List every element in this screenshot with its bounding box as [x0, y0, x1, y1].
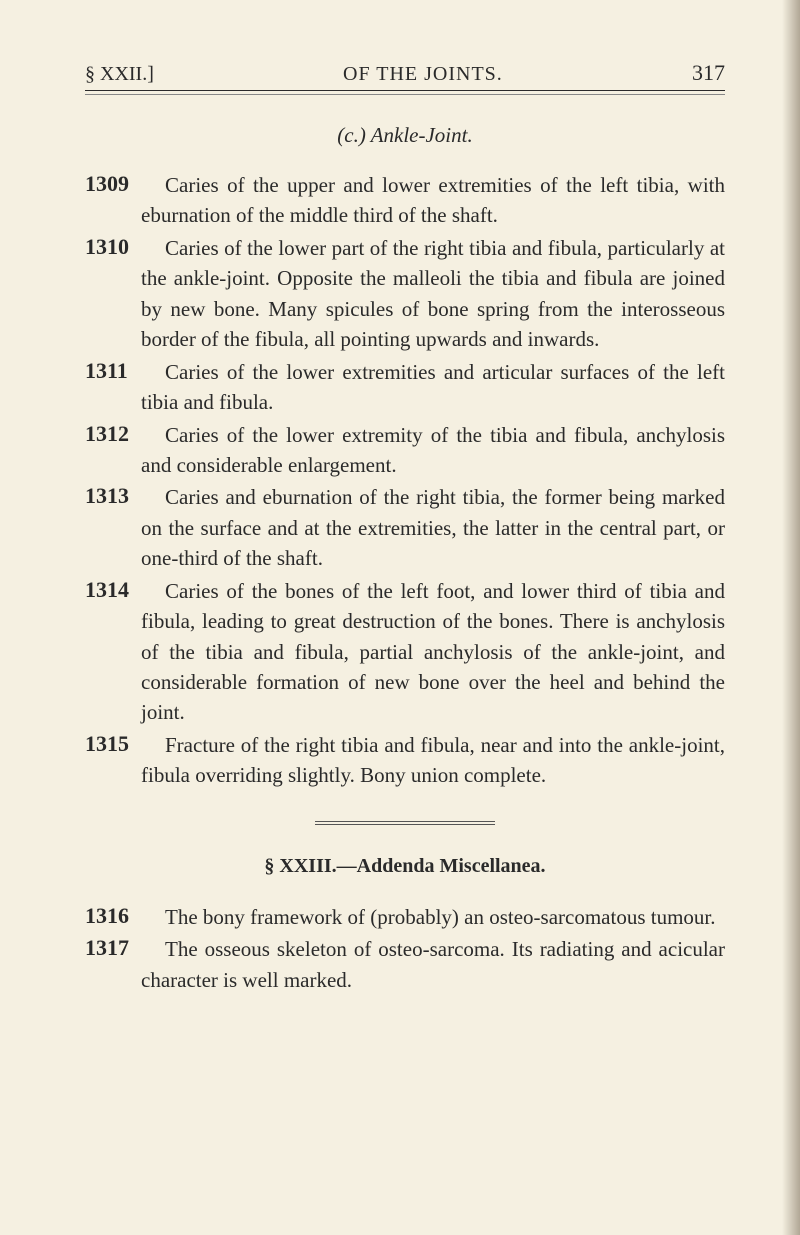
entry-text: The bony framework of (probably) an oste… [141, 902, 725, 932]
header-section-ref: § XXII.] [85, 63, 154, 86]
entry-number: 1315 [85, 730, 141, 757]
entry-text: Caries of the upper and lower extremitie… [141, 170, 725, 231]
catalog-entry: 1310 Caries of the lower part of the rig… [85, 233, 725, 355]
catalog-entry: 1311 Caries of the lower extremities and… [85, 357, 725, 418]
entry-text: Caries of the lower part of the right ti… [141, 233, 725, 355]
entry-text: Caries of the lower extremities and arti… [141, 357, 725, 418]
page-edge-shadow [782, 0, 800, 1235]
page-number: 317 [692, 60, 725, 86]
catalog-entry: 1315 Fracture of the right tibia and fib… [85, 730, 725, 791]
catalog-entry: 1316 The bony framework of (probably) an… [85, 902, 725, 932]
catalog-entry: 1309 Caries of the upper and lower extre… [85, 170, 725, 231]
catalog-entry: 1313 Caries and eburnation of the right … [85, 482, 725, 573]
entry-text: Fracture of the right tibia and fibula, … [141, 730, 725, 791]
subsection-title: (c.) Ankle-Joint. [85, 123, 725, 148]
section-divider [315, 821, 495, 825]
section-heading: § XXIII.—Addenda Miscellanea. [85, 855, 725, 878]
entry-number: 1314 [85, 576, 141, 603]
header-rule [85, 94, 725, 95]
entry-number: 1311 [85, 357, 141, 384]
entry-text: Caries of the lower extremity of the tib… [141, 420, 725, 481]
entry-text: Caries of the bones of the left foot, an… [141, 576, 725, 728]
catalog-entry: 1312 Caries of the lower extremity of th… [85, 420, 725, 481]
page-header: § XXII.] OF THE JOINTS. 317 [85, 60, 725, 91]
header-title: OF THE JOINTS. [343, 63, 503, 86]
catalog-entry: 1317 The osseous skeleton of osteo-sarco… [85, 934, 725, 995]
entry-text: The osseous skeleton of osteo-sarcoma. I… [141, 934, 725, 995]
document-page: § XXII.] OF THE JOINTS. 317 (c.) Ankle-J… [0, 0, 800, 1057]
entry-number: 1317 [85, 934, 141, 961]
entry-number: 1310 [85, 233, 141, 260]
entry-text: Caries and eburnation of the right tibia… [141, 482, 725, 573]
entry-number: 1312 [85, 420, 141, 447]
entry-number: 1316 [85, 902, 141, 929]
entry-number: 1309 [85, 170, 141, 197]
entry-number: 1313 [85, 482, 141, 509]
catalog-entry: 1314 Caries of the bones of the left foo… [85, 576, 725, 728]
